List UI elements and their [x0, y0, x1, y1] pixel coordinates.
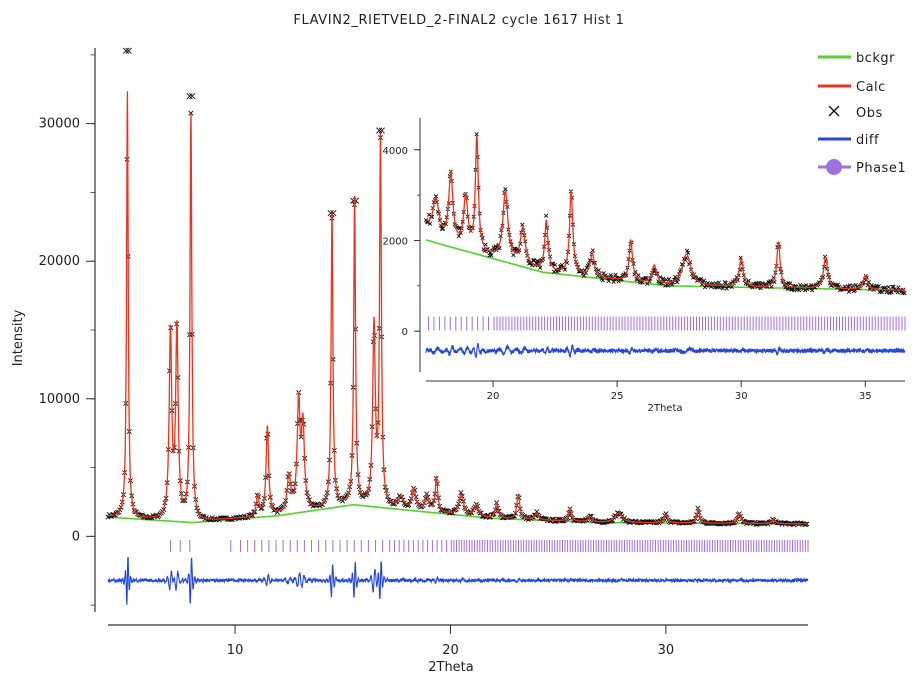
- x-tick-label: 30: [658, 643, 675, 658]
- y-tick-label: 2000: [383, 236, 408, 247]
- diff-line: [107, 556, 809, 605]
- calc-line: [108, 91, 808, 525]
- inset-x-ticks: 20 25 30 35: [487, 381, 872, 402]
- inset-y-ticks: 0 2000 4000: [383, 146, 420, 338]
- x-tick-label: 20: [487, 391, 500, 402]
- inset-backdrop: [414, 112, 914, 424]
- legend-label-diff: diff: [856, 133, 879, 148]
- chart-title: FLAVIN2_RIETVELD_2-FINAL2 cycle 1617 His…: [293, 13, 625, 28]
- inset-difference-curve: [425, 342, 906, 359]
- legend: bckgr Calc Obs diff Phase1: [818, 51, 906, 176]
- main-reflection-ticks: [170, 540, 809, 552]
- phase1-reflections: [428, 316, 906, 331]
- main-calculated-curve: [108, 91, 808, 525]
- legend-label-obs: Obs: [856, 106, 883, 121]
- calc-line: [425, 135, 905, 291]
- x-tick-label: 20: [442, 643, 459, 658]
- x-tick-label: 25: [611, 391, 624, 402]
- x-tick-label: 10: [227, 643, 244, 658]
- legend-label-bckgr: bckgr: [856, 51, 895, 66]
- legend-label-calc: Calc: [856, 80, 886, 95]
- x-tick-label: 35: [859, 391, 872, 402]
- y-tick-label: 4000: [383, 146, 408, 157]
- main-x-ticks: 10 20 30: [227, 625, 674, 658]
- legend-swatch-phase1-marker: [826, 159, 842, 175]
- y-tick-label: 0: [402, 327, 408, 338]
- diff-line: [425, 342, 906, 359]
- y-tick-label: 20000: [39, 254, 80, 269]
- main-x-axis-label: 2Theta: [428, 660, 474, 675]
- legend-swatch-obs: [828, 105, 840, 117]
- main-difference-curve: [107, 556, 809, 605]
- legend-label-phase1: Phase1: [856, 161, 906, 176]
- y-tick-label: 10000: [39, 392, 80, 407]
- y-tick-label: 30000: [39, 117, 80, 132]
- x-tick-label: 30: [735, 391, 748, 402]
- y-tick-label: 0: [72, 529, 80, 544]
- inset-plot-panel: 0 2000 4000 20 25 30 35 2Theta: [383, 112, 914, 424]
- main-y-ticks: 0 10000 20000 30000: [39, 54, 95, 606]
- inset-calculated-curve: [425, 135, 905, 291]
- main-y-axis-label: Intensity: [11, 309, 26, 366]
- phase1-reflections: [170, 540, 809, 552]
- inset-x-axis-label: 2Theta: [647, 403, 682, 414]
- inset-reflection-ticks: [428, 316, 906, 331]
